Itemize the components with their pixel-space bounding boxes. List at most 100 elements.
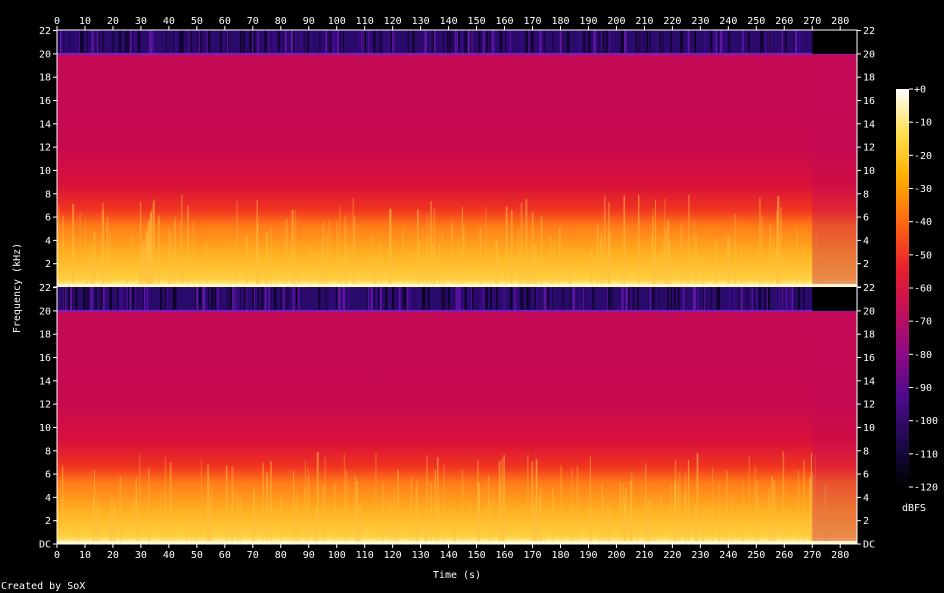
transient-streak [571, 467, 573, 544]
band-stripe [407, 30, 410, 54]
band-stripe [294, 30, 297, 54]
band-stripe [91, 30, 94, 54]
transient-streak [232, 491, 234, 544]
band-stripe [370, 287, 373, 311]
band-stripe [143, 287, 144, 311]
band-stripe [273, 287, 277, 311]
transient-streak [696, 453, 699, 544]
band-stripe [306, 30, 310, 54]
x-tick-label-top: 20 [107, 16, 119, 27]
band-stripe [469, 30, 472, 54]
x-tick-label-bottom: 240 [719, 550, 737, 561]
band-stripe [292, 30, 296, 54]
band-stripe [670, 30, 672, 54]
band-stripe [175, 287, 177, 311]
transient-streak [258, 262, 261, 287]
transient-streak [135, 477, 138, 544]
band-stripe [268, 30, 270, 54]
x-tick-label-top: 10 [79, 16, 91, 27]
transient-streak [601, 483, 603, 544]
transient-streak [185, 506, 188, 544]
band-stripe [127, 287, 128, 311]
transient-streak [146, 234, 149, 287]
band-stripe [152, 30, 155, 54]
transient-streak [803, 460, 805, 544]
x-tick-label-bottom: 160 [496, 550, 514, 561]
band-stripe [627, 287, 630, 311]
transient-streak [668, 244, 671, 287]
band-stripe [391, 287, 395, 311]
transient-streak [353, 215, 356, 287]
transient-streak [207, 464, 209, 544]
band-stripe [287, 287, 289, 311]
transient-streak [809, 476, 812, 544]
x-tick-label-bottom: 190 [579, 550, 597, 561]
y-tick-label-right: 16 [863, 96, 875, 107]
y-tick-label-right: 20 [863, 306, 875, 317]
transient-streak [479, 227, 482, 287]
band-stripe [93, 287, 95, 311]
y-tick-label-right: 20 [863, 49, 875, 60]
transient-streak [61, 465, 64, 544]
band-stripe [662, 30, 664, 54]
y-tick-label-left: 8 [45, 446, 51, 457]
y-tick-label-right: 10 [863, 166, 875, 177]
band-stripe [127, 30, 129, 54]
transient-streak [119, 518, 122, 544]
band-stripe [369, 30, 372, 54]
transient-streak [352, 198, 354, 287]
y-tick-label-left: 16 [39, 96, 51, 107]
x-tick-label-top: 220 [663, 16, 681, 27]
x-tick-label-top: 250 [747, 16, 765, 27]
band-stripe [413, 30, 414, 54]
band-stripe [186, 287, 187, 311]
band-stripe [143, 287, 146, 311]
transient-streak [619, 482, 622, 544]
transient-streak [72, 236, 75, 287]
band-stripe [755, 287, 758, 311]
transient-streak [62, 216, 64, 287]
transient-streak [654, 199, 657, 287]
transient-streak [75, 505, 77, 544]
band-stripe [682, 287, 685, 311]
band-stripe [273, 30, 276, 54]
band-stripe [263, 287, 265, 311]
y-tick-label-left: 10 [39, 423, 51, 434]
band-stripe [802, 30, 803, 54]
transient-streak [526, 455, 529, 544]
band-stripe [478, 30, 481, 54]
transient-streak [197, 260, 200, 287]
band-stripe [102, 287, 105, 311]
x-tick-label-bottom: 280 [831, 550, 849, 561]
band-stripe [751, 287, 753, 311]
transient-streak [326, 233, 329, 287]
transient-streak [540, 216, 543, 287]
transient-streak [599, 518, 601, 544]
band-stripe [333, 287, 335, 311]
band-stripe [493, 30, 496, 54]
band-stripe [486, 30, 489, 54]
band-stripe [297, 287, 300, 311]
x-tick-label-bottom: 140 [440, 550, 458, 561]
x-tick-label-bottom: 90 [303, 550, 315, 561]
x-tick-label-top: 130 [412, 16, 430, 27]
band-stripe [384, 30, 387, 54]
x-tick-label-bottom: 270 [803, 550, 821, 561]
transient-streak [337, 506, 340, 544]
transient-streak [110, 498, 113, 544]
transient-streak [781, 253, 783, 287]
transient-streak [90, 242, 93, 287]
band-stripe [763, 287, 766, 311]
transient-streak [208, 474, 210, 544]
y-tick-label-left: 20 [39, 49, 51, 60]
transient-streak [172, 251, 174, 287]
transient-streak [604, 194, 606, 287]
transient-streak [436, 457, 439, 544]
band-stripe [63, 30, 64, 54]
band-stripe [588, 30, 591, 54]
band-stripe [559, 30, 562, 54]
transient-streak [309, 247, 311, 287]
transient-streak [533, 503, 535, 544]
band-stripe [379, 287, 382, 311]
band-stripe [342, 287, 346, 311]
